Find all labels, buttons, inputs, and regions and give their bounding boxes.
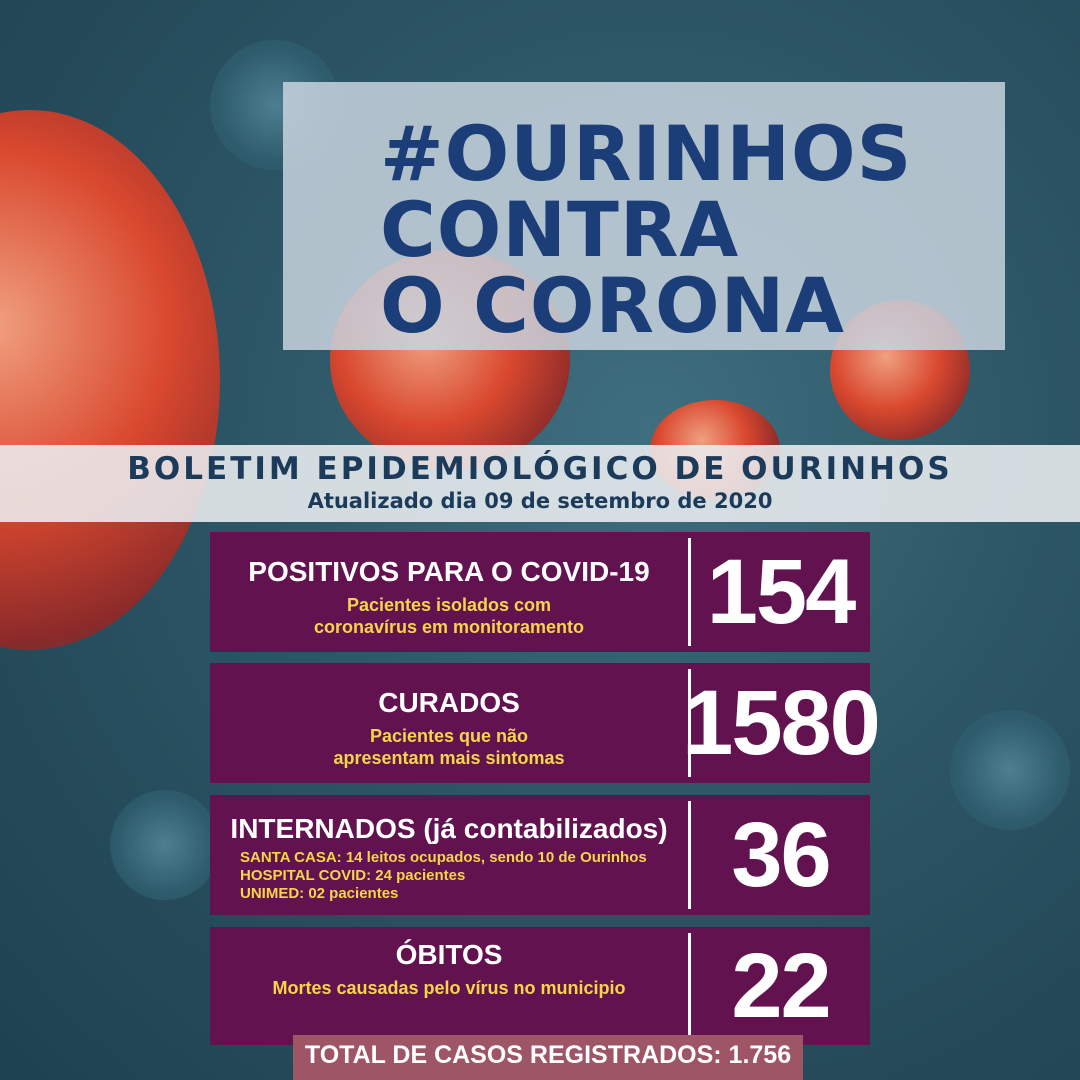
virus-illustration	[110, 790, 220, 900]
card-desc: apresentam mais sintomas	[333, 748, 565, 768]
virus-illustration	[0, 110, 220, 650]
title-line: #OURINHOS	[380, 109, 913, 198]
card-desc: Pacientes que não	[369, 726, 529, 746]
card-internados: INTERNADOS (já contabilizados) SANTA CAS…	[210, 795, 870, 915]
card-desc: Pacientes isolados com	[346, 595, 552, 615]
card-value: 22	[731, 934, 831, 1037]
virus-illustration	[950, 710, 1070, 830]
divider	[688, 669, 691, 777]
card-positivos: POSITIVOS PARA O COVID-19 Pacientes isol…	[210, 532, 870, 652]
card-title: ÓBITOS	[395, 939, 503, 970]
card-title: CURADOS	[378, 687, 520, 718]
divider	[688, 801, 691, 909]
card-value: 1580	[682, 671, 881, 774]
divider	[688, 933, 691, 1039]
total-cases-bar: TOTAL DE CASOS REGISTRADOS: 1.756	[293, 1035, 803, 1080]
bulletin-title: BOLETIM EPIDEMIOLÓGICO DE OURINHOS	[127, 451, 953, 487]
title-line: CONTRA	[380, 185, 740, 274]
card-obitos: ÓBITOS Mortes causadas pelo vírus no mun…	[210, 927, 870, 1045]
card-curados: CURADOS Pacientes que não apresentam mais…	[210, 663, 881, 783]
title-line: O CORONA	[380, 261, 846, 350]
bulletin-banner: BOLETIM EPIDEMIOLÓGICO DE OURINHOS Atual…	[0, 445, 1080, 522]
card-desc: UNIMED: 02 pacientes	[240, 885, 399, 902]
campaign-title: #OURINHOS CONTRA O CORONA	[283, 82, 1005, 350]
card-value: 154	[706, 540, 857, 643]
card-title: INTERNADOS (já contabilizados)	[230, 813, 668, 844]
card-desc: Mortes causadas pelo vírus no municipio	[272, 978, 626, 998]
card-value: 36	[731, 803, 831, 906]
card-desc: SANTA CASA: 14 leitos ocupados, sendo 10…	[240, 849, 647, 866]
card-desc: coronavírus em monitoramento	[313, 617, 585, 637]
divider	[688, 538, 691, 646]
card-title: POSITIVOS PARA O COVID-19	[248, 556, 650, 587]
card-desc: HOSPITAL COVID: 24 pacientes	[240, 867, 466, 884]
bulletin-date: Atualizado dia 09 de setembro de 2020	[307, 489, 773, 513]
